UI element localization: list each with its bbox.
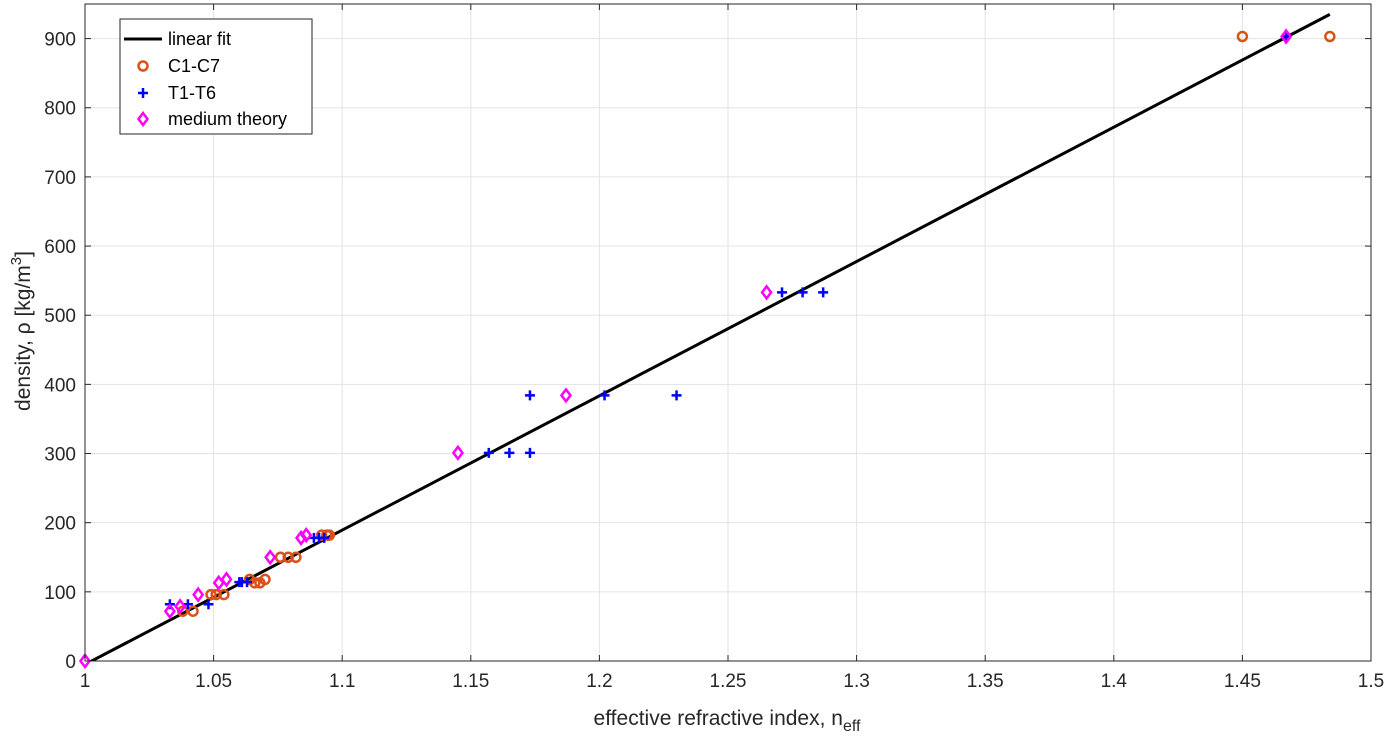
axes-frame (84, 3, 1372, 662)
x-tick-label: 1.15 (452, 671, 489, 692)
x-tick-label: 1.25 (710, 671, 747, 692)
data-point-t1-t6 (818, 287, 829, 298)
x-tick-label: 1.2 (586, 671, 612, 692)
data-point-c1-c7 (210, 588, 222, 601)
data-point-t1-t6 (777, 287, 788, 298)
y-axis-label: density, ρ [kg/m3] (8, 251, 35, 411)
data-point-t1-t6 (797, 287, 808, 298)
data-point-c1-c7 (259, 573, 271, 586)
data-point-t1-t6 (524, 390, 535, 401)
data-point-c1-c7 (1324, 30, 1336, 43)
data-point-medium-theory (294, 529, 308, 546)
plot-data (78, 13, 1336, 670)
legend-swatch-medium-theory (136, 110, 150, 128)
y-tick-label: 700 (44, 168, 76, 189)
data-point-c1-c7 (1236, 30, 1249, 43)
data-point-t1-t6 (242, 577, 253, 588)
data-point-t1-t6 (319, 532, 330, 543)
x-tick-label: 1.05 (195, 671, 232, 692)
data-point-medium-theory (174, 598, 187, 615)
y-tick-label: 300 (44, 445, 76, 466)
data-point-c1-c7 (282, 551, 294, 564)
data-point-t1-t6 (504, 447, 515, 458)
data-point-medium-theory (220, 571, 233, 588)
legend: linear fit C1-C7 T1-T6 medium theory (119, 18, 313, 135)
data-point-medium-theory (760, 284, 773, 301)
legend-label-c1-c7: C1-C7 (168, 56, 220, 76)
x-tick-label: 1.4 (1101, 671, 1128, 692)
x-tick-label: 1.3 (843, 671, 869, 692)
x-tick-label: 1.45 (1224, 671, 1261, 692)
data-point-medium-theory (78, 652, 92, 670)
y-tick-label: 600 (44, 237, 76, 258)
y-tick-label: 500 (44, 306, 76, 327)
data-point-t1-t6 (599, 390, 610, 401)
data-point-medium-theory (451, 444, 465, 461)
y-tick-label: 400 (44, 375, 76, 396)
data-point-t1-t6 (203, 599, 214, 610)
data-point-c1-c7 (290, 551, 302, 564)
data-point-medium-theory (559, 387, 573, 404)
data-point-t1-t6 (671, 390, 682, 401)
legend-label-linear-fit: linear fit (168, 29, 231, 49)
data-point-medium-theory (264, 549, 277, 566)
grid (85, 4, 1371, 661)
data-point-c1-c7 (218, 588, 230, 601)
x-axis-label: effective refractive index, neff (594, 707, 861, 735)
x-tick-label: 1.1 (329, 671, 355, 692)
data-point-c1-c7 (205, 588, 217, 601)
data-point-c1-c7 (315, 529, 328, 541)
y-tick-label: 200 (44, 514, 76, 535)
legend-label-t1-t6: T1-T6 (168, 83, 216, 103)
data-point-t1-t6 (483, 447, 494, 458)
data-point-medium-theory (1280, 28, 1293, 45)
x-tick-label: 1.5 (1358, 671, 1384, 692)
y-tick-label: 0 (65, 652, 76, 673)
x-tick-label: 1.35 (967, 671, 1004, 692)
data-point-medium-theory (192, 586, 205, 603)
y-tick-label: 800 (44, 99, 76, 120)
plot-border (84, 3, 1372, 662)
data-point-medium-theory (163, 603, 176, 620)
data-point-medium-theory (300, 527, 313, 544)
data-point-t1-t6 (524, 447, 535, 458)
y-tick-label: 100 (44, 583, 76, 604)
legend-swatch-c1-c7 (137, 60, 149, 72)
legend-swatch-t1-t6 (138, 88, 148, 98)
tick-labels: 1 1.05 1.1 1.15 1.2 1.25 1.3 1.35 1.4 1.45 1.5 0 100… (44, 30, 1384, 692)
x-tick-label: 1 (80, 671, 91, 692)
data-point-c1-c7 (187, 605, 199, 617)
legend-label-medium-theory: medium theory (168, 109, 287, 129)
y-tick-label: 900 (44, 30, 76, 51)
